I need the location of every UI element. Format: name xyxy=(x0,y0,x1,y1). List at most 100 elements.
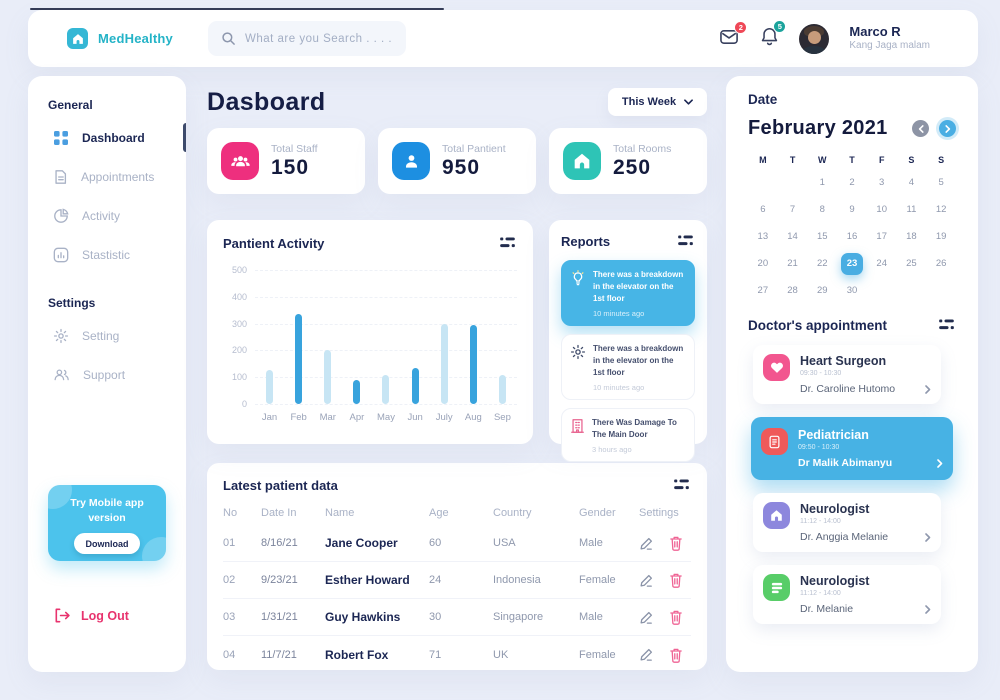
brand[interactable]: MedHealthy xyxy=(67,28,173,49)
sidebar-item-setting[interactable]: Setting xyxy=(28,316,186,355)
sidebar-item-support[interactable]: Support xyxy=(28,355,186,394)
delete-button[interactable] xyxy=(669,609,683,625)
calendar-day-25[interactable]: 25 xyxy=(897,250,927,277)
calendar-day-12[interactable]: 12 xyxy=(926,196,956,223)
sidebar-item-stastistic[interactable]: Stastistic xyxy=(28,235,186,274)
calendar-day-27[interactable]: 27 xyxy=(748,277,778,304)
calendar-day-13[interactable]: 13 xyxy=(748,223,778,250)
bar-column-apr[interactable] xyxy=(342,270,371,404)
calendar-day-14[interactable]: 14 xyxy=(778,223,808,250)
expand-icon[interactable] xyxy=(676,232,695,251)
calendar-day-16[interactable]: 16 xyxy=(837,223,867,250)
sidebar-item-activity[interactable]: Activity xyxy=(28,196,186,235)
appointment-card-heart-surgeon[interactable]: Heart Surgeon 09:30 - 10:30 Dr. Caroline H… xyxy=(753,345,941,404)
delete-button[interactable] xyxy=(669,647,683,663)
building-icon xyxy=(570,418,585,434)
calendar-day-6[interactable]: 6 xyxy=(748,196,778,223)
day-number xyxy=(782,172,804,194)
bar-column-may[interactable] xyxy=(371,270,400,404)
calendar-empty-cell xyxy=(897,277,927,304)
expand-icon[interactable] xyxy=(937,316,956,335)
calendar-day-30[interactable]: 30 xyxy=(837,277,867,304)
report-item[interactable]: There Was Damage To The Main Door 3 hours… xyxy=(561,408,695,462)
calendar-day-18[interactable]: 18 xyxy=(897,223,927,250)
calendar-day-20[interactable]: 20 xyxy=(748,250,778,277)
period-selector[interactable]: This Week xyxy=(608,88,707,116)
stat-card-total-pantient: Total Pantient 950 xyxy=(378,128,536,194)
calendar-day-8[interactable]: 8 xyxy=(807,196,837,223)
edit-button[interactable] xyxy=(639,536,654,551)
appointment-card-neurologist[interactable]: Neurologist 11:12 - 14:00 Dr. Melanie xyxy=(753,565,941,624)
bar-column-sep[interactable] xyxy=(488,270,517,404)
reports-title: Reports xyxy=(561,234,611,249)
calendar-prev-button[interactable] xyxy=(912,120,929,137)
calendar-day-22[interactable]: 22 xyxy=(807,250,837,277)
bar-column-july[interactable] xyxy=(430,270,459,404)
chevron-right-icon[interactable] xyxy=(937,458,943,468)
report-item[interactable]: There was a breakdown in the elevator on… xyxy=(561,334,695,400)
sidebar-item-label: Stastistic xyxy=(82,247,131,262)
stat-card-total-rooms: Total Rooms 250 xyxy=(549,128,707,194)
message-badge: 2 xyxy=(734,20,748,34)
messages-button[interactable]: 2 xyxy=(719,20,748,51)
calendar-day-15[interactable]: 15 xyxy=(807,223,837,250)
calendar-day-10[interactable]: 10 xyxy=(867,196,897,223)
edit-button[interactable] xyxy=(639,610,654,625)
edit-button[interactable] xyxy=(639,573,654,588)
delete-button[interactable] xyxy=(669,535,683,551)
gridline xyxy=(255,404,517,405)
logout-button[interactable]: Log Out xyxy=(53,607,129,624)
calendar-day-2[interactable]: 2 xyxy=(837,169,867,196)
calendar-day-29[interactable]: 29 xyxy=(807,277,837,304)
x-axis-label: Feb xyxy=(290,412,307,423)
delete-button[interactable] xyxy=(669,572,683,588)
expand-icon[interactable] xyxy=(498,234,517,253)
search-input[interactable] xyxy=(245,32,399,45)
notifications-button[interactable]: 5 xyxy=(760,20,787,51)
calendar-day-21[interactable]: 21 xyxy=(778,250,808,277)
chevron-right-icon[interactable] xyxy=(925,532,931,542)
chevron-right-icon[interactable] xyxy=(925,604,931,614)
report-time: 3 hours ago xyxy=(592,445,632,454)
calendar-day-7[interactable]: 7 xyxy=(778,196,808,223)
calendar-day-17[interactable]: 17 xyxy=(867,223,897,250)
appointment-time: 11:12 - 14:00 xyxy=(800,518,841,525)
calendar-empty-cell xyxy=(867,277,897,304)
bar-column-jun[interactable] xyxy=(401,270,430,404)
sidebar-item-dashboard[interactable]: Dashboard xyxy=(28,118,186,157)
appointment-card-neurologist[interactable]: Neurologist 11:12 - 14:00 Dr. Anggia Melan… xyxy=(753,493,941,552)
calendar-day-1[interactable]: 1 xyxy=(807,169,837,196)
brand-name: MedHealthy xyxy=(98,31,173,46)
calendar-day-19[interactable]: 19 xyxy=(926,223,956,250)
calendar-day-4[interactable]: 4 xyxy=(897,169,927,196)
calendar-day-5[interactable]: 5 xyxy=(926,169,956,196)
chevron-right-icon[interactable] xyxy=(925,384,931,394)
calendar-day-28[interactable]: 28 xyxy=(778,277,808,304)
calendar-day-23[interactable]: 23 xyxy=(837,250,867,277)
bar-column-aug[interactable] xyxy=(459,270,488,404)
column-header: Gender xyxy=(579,507,616,519)
bar-column-feb[interactable] xyxy=(284,270,313,404)
appointment-card-pediatrician[interactable]: Pediatrician 09:50 - 10:30 Dr Malik Abiman… xyxy=(751,417,953,480)
calendar-day-9[interactable]: 9 xyxy=(837,196,867,223)
download-button[interactable]: Download xyxy=(74,533,140,555)
calendar-next-button[interactable] xyxy=(939,120,956,137)
bar-column-jan[interactable] xyxy=(255,270,284,404)
calendar-day-26[interactable]: 26 xyxy=(926,250,956,277)
report-item[interactable]: There was a breakdown in the elevator on… xyxy=(561,260,695,326)
column-header: Country xyxy=(493,507,532,519)
sidebar-item-appointments[interactable]: Appointments xyxy=(28,157,186,196)
lightbulb-icon xyxy=(570,270,586,286)
calendar-day-3[interactable]: 3 xyxy=(867,169,897,196)
search-bar[interactable] xyxy=(208,21,406,56)
user-menu[interactable]: Marco R Kang Jaga malam xyxy=(849,24,930,53)
calendar-day-24[interactable]: 24 xyxy=(867,250,897,277)
edit-button[interactable] xyxy=(639,647,654,662)
bar-column-mar[interactable] xyxy=(313,270,342,404)
expand-icon[interactable] xyxy=(672,476,691,495)
avatar[interactable] xyxy=(799,23,830,54)
day-number xyxy=(900,280,922,302)
calendar-empty-cell xyxy=(748,169,778,196)
y-axis-tick: 100 xyxy=(231,372,247,383)
calendar-day-11[interactable]: 11 xyxy=(897,196,927,223)
